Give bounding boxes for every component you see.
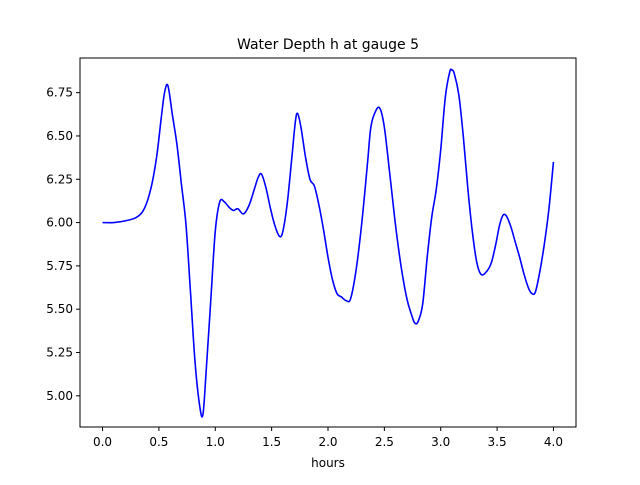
x-tick-label: 0.5 bbox=[149, 435, 168, 449]
y-tick-label: 5.75 bbox=[46, 259, 73, 273]
x-tick-label: 1.0 bbox=[206, 435, 225, 449]
y-tick-label: 6.50 bbox=[46, 129, 73, 143]
y-tick-label: 5.25 bbox=[46, 346, 73, 360]
x-tick-label: 0.0 bbox=[93, 435, 112, 449]
x-tick-label: 3.0 bbox=[431, 435, 450, 449]
axes-frame bbox=[79, 57, 577, 428]
x-tick-label: 1.5 bbox=[262, 435, 281, 449]
y-tick-label: 6.00 bbox=[46, 216, 73, 230]
y-axis-ticks: 5.00 5.25 5.50 5.75 6.00 6.25 6.50 6.75 bbox=[46, 86, 80, 403]
y-tick-label: 5.00 bbox=[46, 389, 73, 403]
plot-area bbox=[102, 68, 555, 418]
y-tick-label: 6.75 bbox=[46, 86, 73, 100]
series-line bbox=[102, 68, 555, 418]
x-tick-label: 2.0 bbox=[318, 435, 337, 449]
y-tick-label: 6.25 bbox=[46, 172, 73, 186]
x-tick-label: 3.5 bbox=[488, 435, 507, 449]
x-axis-ticks: 0.0 0.5 1.0 1.5 2.0 2.5 3.0 3.5 4.0 bbox=[93, 427, 563, 449]
y-tick-label: 5.50 bbox=[46, 302, 73, 316]
x-axis-label: hours bbox=[311, 456, 345, 470]
x-tick-label: 2.5 bbox=[375, 435, 394, 449]
x-tick-label: 4.0 bbox=[544, 435, 563, 449]
chart-title: Water Depth h at gauge 5 bbox=[237, 37, 419, 53]
